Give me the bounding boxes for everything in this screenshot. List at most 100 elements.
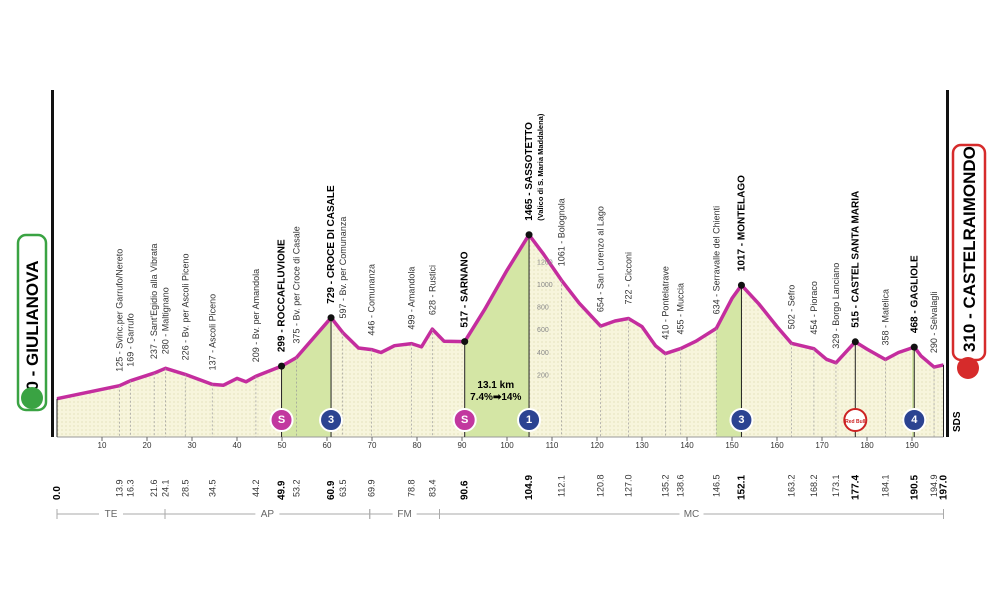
x-tick-label: 30 xyxy=(188,441,197,450)
badge xyxy=(902,408,927,432)
waypoint-label: 502 - Sefro xyxy=(786,285,796,330)
waypoint-km: 83.4 xyxy=(427,479,437,497)
x-tick-label: 110 xyxy=(546,441,559,450)
waypoint-label: 499 - Amandola xyxy=(407,267,417,330)
waypoint-label: 375 - Bv. per Croce di Casale xyxy=(291,226,301,343)
left-bar xyxy=(51,90,54,437)
waypoint-label: 237 - Sant'Egidio alla Vibrata xyxy=(149,243,159,359)
waypoint-dot xyxy=(278,362,286,370)
x-tick-label: 120 xyxy=(590,441,604,450)
waypoint-km: 127.0 xyxy=(624,474,634,497)
waypoint-km: 104.9 xyxy=(524,475,535,500)
waypoint-km: 44.2 xyxy=(251,479,261,497)
waypoint-label: 1017 - MONTELAGO xyxy=(736,175,747,271)
waypoint-km: 60.9 xyxy=(326,480,337,500)
x-tick-label: 180 xyxy=(860,441,874,450)
waypoint-dot xyxy=(525,231,533,239)
x-tick-label: 170 xyxy=(815,441,829,450)
badge xyxy=(729,408,754,432)
waypoint-label: 299 - ROCCAFLUVIONE xyxy=(277,239,288,352)
waypoint-label: 597 - Bv. per Comunanza xyxy=(338,217,348,319)
waypoint-label: 226 - Bv. per Ascoli Piceno xyxy=(180,253,190,360)
waypoint-label: 454 - Pioraco xyxy=(809,281,819,335)
waypoint-km: 135.2 xyxy=(660,474,670,497)
region-label: FM xyxy=(397,509,411,520)
waypoint-dot xyxy=(851,338,859,346)
y-tick-label: 1200 xyxy=(537,260,553,267)
waypoint-km: 28.5 xyxy=(180,479,190,497)
climb-shade xyxy=(281,317,332,437)
y-tick-label: 1000 xyxy=(537,282,553,289)
waypoint-label: 517 - SARNANO xyxy=(460,251,471,327)
x-tick-label: 150 xyxy=(725,441,739,450)
region-label: MC xyxy=(684,509,700,520)
waypoint-label: 209 - Bv. per Amandola xyxy=(251,269,261,362)
x-tick-label: 50 xyxy=(278,441,287,450)
waypoint-km: 168.2 xyxy=(809,474,819,497)
badge-label: S xyxy=(461,414,468,426)
annotation: 7.4%➡14% xyxy=(470,392,521,403)
start-label: 10 - GIULIANOVA xyxy=(23,261,42,400)
finish-icon xyxy=(957,357,979,379)
waypoint-km: 190.5 xyxy=(909,475,920,500)
region-label: AP xyxy=(261,509,275,520)
waypoint-km: 173.1 xyxy=(831,474,841,497)
start-icon xyxy=(21,387,43,409)
badge xyxy=(517,408,542,432)
waypoint-km: 53.2 xyxy=(291,479,301,497)
region-bg xyxy=(392,507,417,521)
waypoint-km: 120.8 xyxy=(596,474,606,497)
waypoint-dot xyxy=(737,281,745,289)
climb-shade xyxy=(464,234,530,437)
waypoint-label: 455 - Muccia xyxy=(676,283,686,335)
waypoint-km: 152.1 xyxy=(736,475,747,500)
waypoint-km: 194.9 xyxy=(929,474,939,497)
y-tick-label: 600 xyxy=(537,327,549,334)
waypoint-label: 280 - Maltignano xyxy=(160,287,170,354)
region-bg xyxy=(679,507,704,521)
x-tick-label: 20 xyxy=(143,441,152,450)
badge-label: 4 xyxy=(911,414,918,426)
waypoint-dot xyxy=(327,314,335,322)
waypoint-km: 78.8 xyxy=(407,479,417,497)
waypoint-km: 13.9 xyxy=(115,479,125,497)
waypoint-km: 49.9 xyxy=(277,480,288,500)
waypoint-km: 184.1 xyxy=(880,474,890,497)
region-label: TE xyxy=(105,509,118,520)
waypoint-km: 197.0 xyxy=(939,475,950,500)
climb-shade xyxy=(716,285,742,437)
y-tick-label: 800 xyxy=(537,305,549,312)
badge-label: 1 xyxy=(526,414,532,426)
waypoint-km: 146.5 xyxy=(711,474,721,497)
waypoint-label: 410 - Pontelatrave xyxy=(660,266,670,340)
badge-label: Red Bull xyxy=(845,419,866,425)
x-tick-label: 100 xyxy=(500,441,514,450)
waypoint-km: 21.6 xyxy=(149,479,159,497)
waypoint-label: 329 - Borgo Lanciano xyxy=(831,263,841,349)
waypoint-km: 34.5 xyxy=(207,479,217,497)
region-bg xyxy=(255,507,280,521)
waypoint-km: 177.4 xyxy=(850,475,861,500)
x-tick-label: 130 xyxy=(635,441,649,450)
badge xyxy=(269,408,294,432)
waypoint-km: 0.0 xyxy=(52,486,63,500)
x-tick-label: 160 xyxy=(770,441,784,450)
waypoint-label: 125 - Svinc.per Garrufo/Nereto xyxy=(115,249,125,372)
y-tick-label: 400 xyxy=(537,350,549,357)
waypoint-label: 729 - CROCE DI CASALE xyxy=(326,185,337,304)
waypoint-label: 654 - San Lorenzo al Lago xyxy=(596,206,606,312)
waypoint-label: 722 - Cicconi xyxy=(624,252,634,305)
waypoint-km: 163.2 xyxy=(786,474,796,497)
waypoint-km: 16.3 xyxy=(125,479,135,497)
badge-label: 3 xyxy=(738,414,744,426)
waypoint-label: 358 - Matelica xyxy=(880,289,890,346)
x-tick-label: 60 xyxy=(323,441,332,450)
waypoint-dot xyxy=(910,343,918,351)
badge xyxy=(319,408,344,432)
summit-note: (Valico di S. Maria Maddalena) xyxy=(536,113,545,221)
waypoint-dot xyxy=(461,338,469,346)
badge-label: S xyxy=(278,414,285,426)
waypoint-km: 138.6 xyxy=(676,474,686,497)
waypoint-km: 112.1 xyxy=(556,475,566,497)
